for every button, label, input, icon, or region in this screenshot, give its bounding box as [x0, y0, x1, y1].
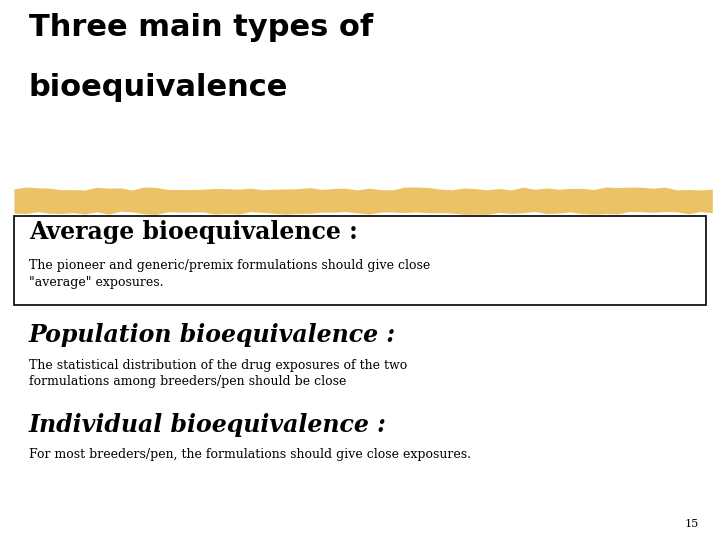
- Text: "average" exposures.: "average" exposures.: [29, 276, 163, 289]
- Text: The statistical distribution of the drug exposures of the two: The statistical distribution of the drug…: [29, 359, 407, 372]
- FancyBboxPatch shape: [14, 216, 706, 305]
- Text: Average bioequivalence :: Average bioequivalence :: [29, 220, 358, 244]
- Text: Three main types of: Three main types of: [29, 14, 373, 43]
- Text: 15: 15: [684, 519, 698, 529]
- Text: bioequivalence: bioequivalence: [29, 73, 288, 102]
- Text: The pioneer and generic/premix formulations should give close: The pioneer and generic/premix formulati…: [29, 259, 430, 272]
- Polygon shape: [14, 187, 713, 215]
- Text: For most breeders/pen, the formulations should give close exposures.: For most breeders/pen, the formulations …: [29, 448, 471, 461]
- Text: formulations among breeders/pen should be close: formulations among breeders/pen should b…: [29, 375, 346, 388]
- Text: Individual bioequivalence :: Individual bioequivalence :: [29, 413, 387, 437]
- Text: Population bioequivalence :: Population bioequivalence :: [29, 323, 396, 347]
